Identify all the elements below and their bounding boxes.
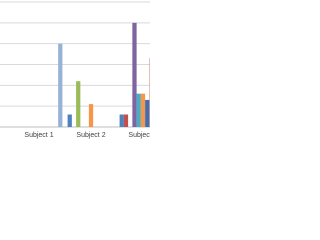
- chart: Subject 1 Subject 2 Subject 3: [0, 0, 150, 150]
- bar: [132, 22, 137, 127]
- bar: [136, 93, 141, 127]
- bar: [76, 81, 81, 127]
- bar: [149, 58, 150, 127]
- x-tick-label: Subject 1: [24, 132, 53, 139]
- bar: [119, 114, 124, 127]
- x-tick-label: Subject 2: [76, 132, 105, 139]
- bar: [88, 104, 94, 127]
- bar: [145, 99, 150, 127]
- bar: [140, 93, 146, 127]
- x-tick-label: Subject 3: [128, 132, 150, 139]
- bar: [123, 114, 129, 127]
- bar: [67, 114, 72, 127]
- bar: [58, 43, 63, 127]
